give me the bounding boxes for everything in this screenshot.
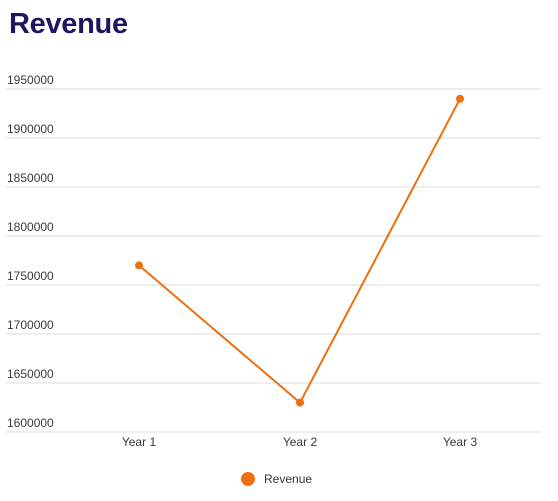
y-tick-label: 1600000 — [7, 416, 54, 430]
y-axis-labels: 1600000 1650000 1700000 1750000 1800000 18500… — [7, 73, 54, 430]
y-tick-label: 1950000 — [7, 73, 54, 87]
data-point — [296, 398, 304, 407]
series-points — [135, 94, 464, 407]
y-tick-label: 1650000 — [7, 367, 54, 381]
x-tick-label: Year 2 — [283, 435, 318, 449]
legend-label: Revenue — [264, 472, 312, 486]
y-tick-label: 1900000 — [7, 122, 54, 136]
y-tick-label: 1850000 — [7, 171, 54, 185]
x-axis-labels: Year 1 Year 2 Year 3 — [122, 435, 478, 449]
y-tick-label: 1700000 — [7, 318, 54, 332]
x-tick-label: Year 1 — [122, 435, 157, 449]
series-line — [138, 98, 461, 404]
data-point — [456, 94, 464, 103]
chart-title: Revenue — [9, 8, 128, 40]
gridlines — [6, 88, 541, 433]
data-point — [135, 261, 143, 270]
y-tick-label: 1800000 — [7, 220, 54, 234]
y-tick-label: 1750000 — [7, 269, 54, 283]
legend: Revenue — [241, 472, 312, 486]
series-lines — [138, 98, 461, 404]
legend-marker — [241, 472, 255, 486]
x-tick-label: Year 3 — [443, 435, 478, 449]
